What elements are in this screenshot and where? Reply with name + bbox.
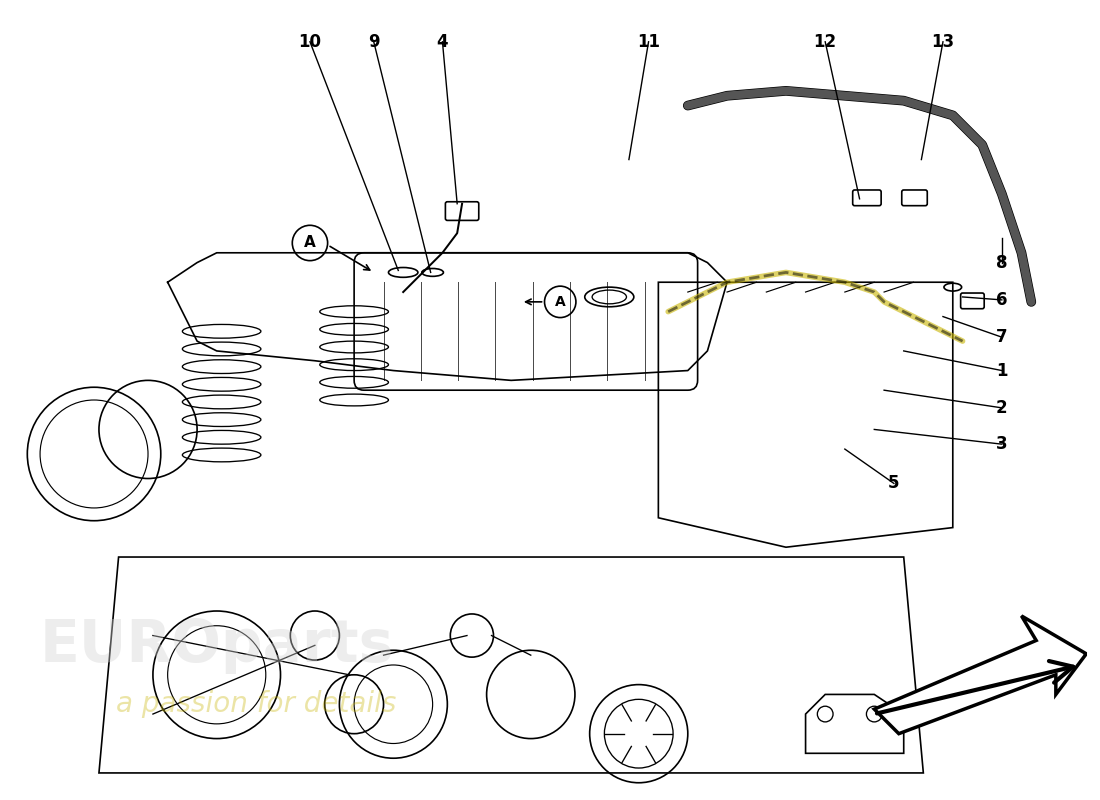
Text: EUROparts: EUROparts bbox=[40, 617, 394, 674]
Polygon shape bbox=[874, 616, 1086, 734]
Text: 7: 7 bbox=[996, 328, 1008, 346]
Text: 11: 11 bbox=[637, 33, 660, 50]
Text: 6: 6 bbox=[997, 291, 1008, 309]
Text: a passion for details: a passion for details bbox=[116, 690, 396, 718]
Text: A: A bbox=[554, 295, 565, 309]
Text: 13: 13 bbox=[932, 33, 955, 50]
Text: A: A bbox=[304, 235, 316, 250]
Text: 1: 1 bbox=[997, 362, 1008, 379]
Text: 12: 12 bbox=[814, 33, 837, 50]
Text: 4: 4 bbox=[437, 33, 449, 50]
Text: 8: 8 bbox=[997, 254, 1008, 272]
Text: 9: 9 bbox=[367, 33, 380, 50]
Text: 10: 10 bbox=[298, 33, 321, 50]
Text: 5: 5 bbox=[888, 474, 900, 493]
Text: 2: 2 bbox=[996, 399, 1008, 417]
Text: 3: 3 bbox=[996, 435, 1008, 453]
